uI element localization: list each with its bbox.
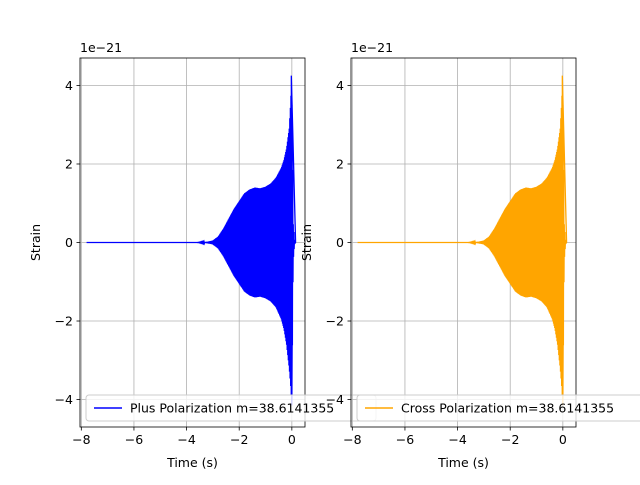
x-tick-label: −2 (501, 432, 519, 447)
x-tick-label: −2 (230, 432, 248, 447)
y-tick-label: 0 (65, 235, 73, 250)
y-offset-label: 1e−21 (351, 40, 393, 55)
x-axis-label: Time (s) (166, 455, 218, 470)
y-tick-label: −4 (55, 392, 73, 407)
x-tick-label: −4 (177, 432, 195, 447)
y-tick-label: 2 (65, 156, 73, 171)
x-tick-label: 0 (559, 432, 567, 447)
y-axis-label: Strain (299, 224, 314, 261)
legend-entry-label: Plus Polarization m=38.6141355 (130, 401, 334, 416)
y-tick-label: −4 (326, 392, 344, 407)
cross-polarization-panel: −8 −6 −4 −2 0 −4 −2 0 2 4 1e−21 Time (s) Strain Cross… (299, 40, 640, 470)
x-tick-label: −6 (396, 432, 414, 447)
y-tick-label: −2 (326, 314, 344, 329)
y-axis-label: Strain (28, 224, 43, 261)
waveform-series-line (357, 75, 568, 406)
y-tick-label: 4 (65, 78, 73, 93)
y-tick-label: −2 (55, 314, 73, 329)
legend: Plus Polarization m=38.6141355 (85, 394, 377, 422)
y-offset-label: 1e−21 (80, 40, 122, 55)
x-tick-label: −8 (72, 432, 90, 447)
x-axis-label: Time (s) (437, 455, 489, 470)
y-tick-label: 4 (336, 78, 344, 93)
x-tick-label: −4 (448, 432, 466, 447)
waveform-series-line (86, 75, 297, 406)
legend-entry-label: Cross Polarization m=38.6141355 (401, 401, 614, 416)
legend-box (356, 394, 640, 422)
y-tick-label: 2 (336, 156, 344, 171)
plus-polarization-panel: −8 −6 −4 −2 0 −4 −2 0 2 4 1e−21 Time (s) Strain Plus … (28, 40, 377, 470)
x-tick-label: 0 (288, 432, 296, 447)
legend: Cross Polarization m=38.6141355 (356, 394, 640, 422)
x-tick-label: −8 (343, 432, 361, 447)
x-tick-label: −6 (125, 432, 143, 447)
y-tick-label: 0 (336, 235, 344, 250)
